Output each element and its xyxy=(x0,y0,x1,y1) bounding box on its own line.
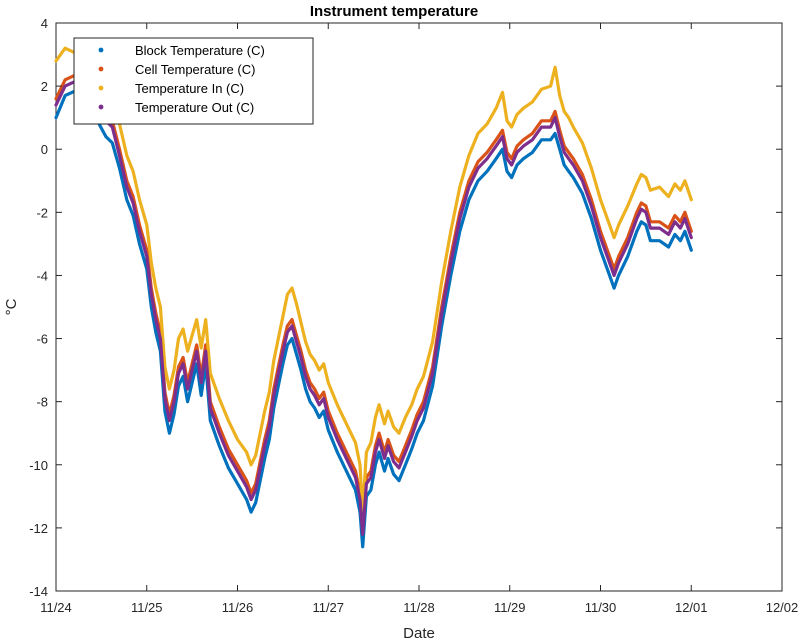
y-tick-label: -2 xyxy=(36,205,48,220)
legend-label: Temperature Out (C) xyxy=(135,100,254,115)
legend-marker xyxy=(98,47,104,53)
y-tick-label: 0 xyxy=(41,142,48,157)
legend-marker xyxy=(98,104,104,110)
y-tick-label: 2 xyxy=(41,79,48,94)
y-tick-label: -14 xyxy=(29,584,48,599)
series-line-3 xyxy=(54,46,693,514)
x-tick-label: 12/01 xyxy=(675,600,708,615)
y-axis-label: °C xyxy=(3,298,20,315)
y-tick-label: -6 xyxy=(36,332,48,347)
series-line-4 xyxy=(54,78,693,536)
x-tick-label: 11/28 xyxy=(403,600,435,615)
x-tick-label: 11/26 xyxy=(222,600,254,615)
y-tick-label: -8 xyxy=(36,395,48,410)
y-tick-label: 4 xyxy=(41,16,48,31)
x-axis: 11/24 11/25 11/26 11/27 11/28 11/29 11/30 12/01… xyxy=(40,23,798,615)
x-tick-label: 11/24 xyxy=(40,600,72,615)
y-axis: 4 2 0 -2 -4 -6 -8 -10 -12 -14 xyxy=(29,16,782,599)
y-tick-label: -4 xyxy=(36,268,48,283)
x-tick-label: 11/25 xyxy=(131,600,163,615)
chart-title: Instrument temperature xyxy=(310,3,478,20)
legend-label: Temperature In (C) xyxy=(135,81,244,96)
y-tick-label: -10 xyxy=(29,458,48,473)
x-tick-label: 11/30 xyxy=(585,600,617,615)
x-tick-label: 12/02 xyxy=(766,600,799,615)
legend-label: Block Temperature (C) xyxy=(135,43,265,58)
x-axis-label: Date xyxy=(403,625,435,642)
legend: Block Temperature (C) Cell Temperature (C… xyxy=(73,37,314,125)
legend-label: Cell Temperature (C) xyxy=(135,62,255,77)
x-tick-label: 11/27 xyxy=(312,600,344,615)
legend-marker xyxy=(98,66,104,72)
legend-marker xyxy=(98,85,104,91)
y-tick-label: -12 xyxy=(29,521,48,536)
x-tick-label: 11/29 xyxy=(494,600,526,615)
legend-box xyxy=(73,37,314,125)
series-lines xyxy=(54,46,693,549)
